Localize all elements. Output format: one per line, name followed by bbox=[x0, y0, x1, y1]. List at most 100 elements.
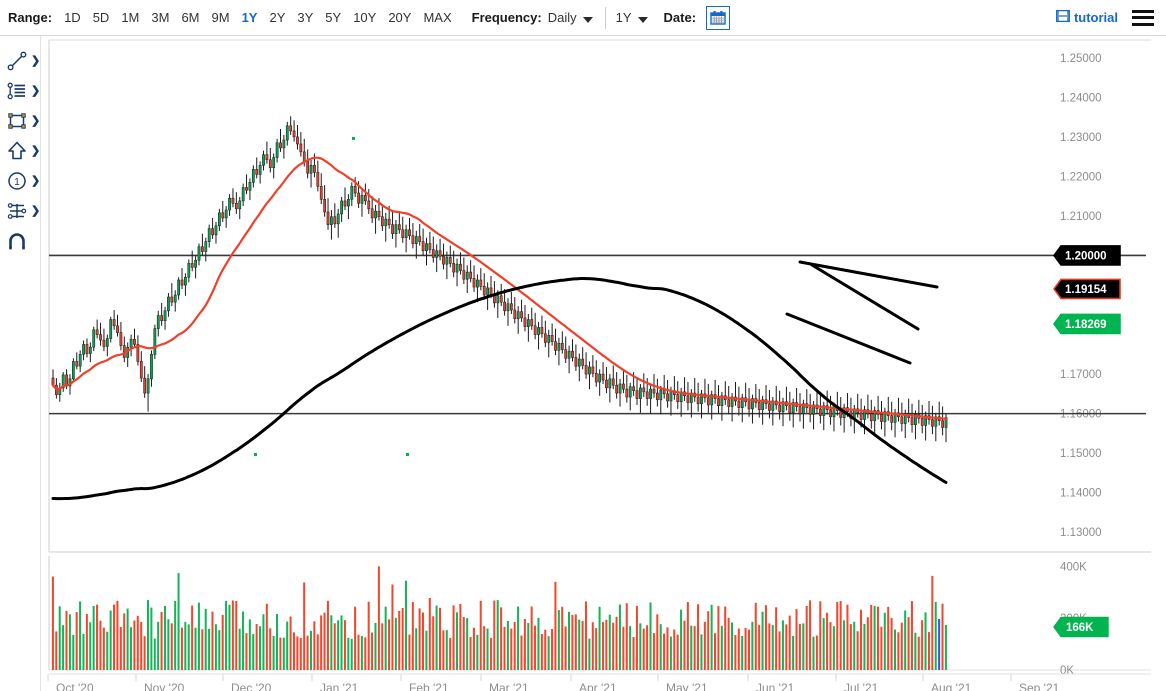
range-option-10y[interactable]: 10Y bbox=[353, 10, 377, 25]
range-option-9m[interactable]: 9M bbox=[211, 10, 230, 25]
volume-bar bbox=[299, 637, 302, 670]
volume-bar bbox=[326, 600, 329, 670]
volume-bar bbox=[683, 620, 686, 670]
price-level-tag-120000[interactable]: 1.20000 bbox=[1053, 245, 1121, 266]
film-icon bbox=[1055, 9, 1070, 26]
volume-bar bbox=[517, 606, 520, 670]
volume-bar bbox=[598, 606, 601, 670]
date-axis-tick-Nov20: Nov '20 bbox=[144, 681, 185, 691]
annotation-tool[interactable]: ❯ bbox=[0, 76, 40, 106]
volume-bar bbox=[595, 628, 598, 670]
volume-bar bbox=[275, 613, 279, 670]
chevron-right-icon[interactable]: ❯ bbox=[31, 144, 41, 157]
shape-tool[interactable]: ❯ bbox=[0, 106, 40, 136]
volume-bar bbox=[622, 626, 625, 670]
chevron-right-icon[interactable]: ❯ bbox=[31, 114, 41, 127]
calendar-icon[interactable] bbox=[706, 5, 731, 30]
fib-levels-icon bbox=[6, 200, 28, 222]
period-chevron-down-icon[interactable] bbox=[637, 16, 648, 23]
volume-bar bbox=[540, 633, 543, 670]
channel-upper-line[interactable] bbox=[810, 263, 920, 331]
volume-bar bbox=[608, 614, 611, 670]
marker-tool[interactable]: 1 ❯ bbox=[0, 166, 40, 196]
tutorial-link[interactable]: tutorial bbox=[1055, 9, 1118, 26]
price-tag-ma-119154[interactable]: 1.19154 bbox=[1053, 278, 1121, 300]
volume-bar bbox=[211, 611, 214, 670]
volume-bar bbox=[530, 606, 533, 670]
volume-tag-166k[interactable]: 166K bbox=[1053, 616, 1109, 638]
fibonacci-tool[interactable]: ❯ bbox=[0, 196, 40, 226]
volume-bar bbox=[802, 623, 805, 670]
range-option-20y[interactable]: 20Y bbox=[388, 10, 412, 25]
range-option-3m[interactable]: 3M bbox=[151, 10, 170, 25]
volume-bar bbox=[384, 606, 387, 670]
date-axis-tick-May21: May '21 bbox=[666, 681, 708, 691]
volume-bar bbox=[194, 627, 197, 670]
volume-bar bbox=[921, 620, 924, 670]
hamburger-menu-icon[interactable] bbox=[1132, 9, 1154, 26]
volume-bar bbox=[927, 632, 930, 670]
trendline-tool[interactable]: ❯ bbox=[0, 46, 40, 76]
chevron-right-icon[interactable]: ❯ bbox=[31, 204, 41, 217]
volume-bar bbox=[143, 636, 146, 670]
volume-bar bbox=[425, 630, 428, 670]
volume-bar bbox=[163, 606, 166, 670]
price-axis-tick-1.21000: 1.21000 bbox=[1060, 211, 1102, 223]
last-price-tag-118269[interactable]: 1.18269 bbox=[1053, 313, 1121, 335]
magnet-snap-tool[interactable] bbox=[0, 226, 40, 256]
volume-bar bbox=[744, 627, 747, 670]
frequency-chevron-down-icon[interactable] bbox=[582, 16, 593, 23]
volume-bar bbox=[771, 625, 774, 670]
volume-bar bbox=[537, 617, 540, 670]
chevron-right-icon[interactable]: ❯ bbox=[31, 84, 41, 97]
volume-bar bbox=[686, 602, 689, 670]
volume-bar bbox=[887, 606, 890, 670]
extreme-marker-2 bbox=[254, 453, 257, 456]
volume-bar bbox=[405, 580, 408, 670]
period-value[interactable]: 1Y bbox=[615, 10, 632, 25]
volume-bar bbox=[449, 637, 452, 670]
volume-bar bbox=[354, 606, 357, 670]
arrow-tool[interactable]: ❯ bbox=[0, 136, 40, 166]
volume-bar bbox=[564, 626, 567, 670]
volume-bar bbox=[394, 617, 397, 670]
range-option-6m[interactable]: 6M bbox=[181, 10, 200, 25]
chevron-right-icon[interactable]: ❯ bbox=[31, 174, 41, 187]
volume-bar bbox=[411, 602, 414, 670]
volume-bar bbox=[445, 630, 448, 670]
extreme-marker-0 bbox=[352, 137, 355, 140]
chart-canvas[interactable]: 1.25000 1.24000 1.23000 1.22000 1.21000 1.200… bbox=[41, 36, 1166, 691]
volume-bar bbox=[292, 632, 296, 670]
volume-bar bbox=[656, 614, 659, 670]
range-option-1y[interactable]: 1Y bbox=[241, 10, 258, 25]
upper-trendline[interactable] bbox=[798, 260, 939, 289]
range-option-1d[interactable]: 1D bbox=[64, 10, 81, 25]
volume-bar bbox=[805, 606, 808, 670]
price-volume-chart[interactable]: 1.25000 1.24000 1.23000 1.22000 1.21000 1.200… bbox=[41, 36, 1166, 691]
volume-bar bbox=[231, 600, 234, 670]
volume-bar bbox=[629, 626, 632, 670]
date-axis-tick-Mar21: Mar '21 bbox=[489, 681, 529, 691]
range-option-2y[interactable]: 2Y bbox=[269, 10, 286, 25]
volume-bar bbox=[422, 612, 425, 670]
volume-bar bbox=[462, 616, 465, 670]
volume-bar bbox=[836, 601, 839, 670]
range-option-3y[interactable]: 3Y bbox=[297, 10, 314, 25]
volume-bar bbox=[126, 608, 129, 670]
frequency-value[interactable]: Daily bbox=[547, 10, 577, 25]
volume-bar bbox=[798, 623, 801, 670]
range-option-max[interactable]: MAX bbox=[423, 10, 452, 25]
range-option-1m[interactable]: 1M bbox=[121, 10, 140, 25]
volume-bar bbox=[551, 628, 554, 670]
volume-bar bbox=[663, 633, 666, 670]
chevron-right-icon[interactable]: ❯ bbox=[31, 54, 41, 67]
volume-bar bbox=[65, 610, 68, 670]
date-axis-tick-Jan21: Jan '21 bbox=[320, 681, 359, 691]
volume-bar bbox=[79, 601, 82, 670]
date-axis-tick-Oct20: Oct '20 bbox=[56, 681, 94, 691]
volume-bar bbox=[360, 636, 363, 670]
range-option-5d[interactable]: 5D bbox=[92, 10, 110, 25]
range-option-5y[interactable]: 5Y bbox=[325, 10, 342, 25]
channel-lower-line[interactable] bbox=[785, 312, 912, 365]
volume-bar bbox=[146, 600, 149, 670]
